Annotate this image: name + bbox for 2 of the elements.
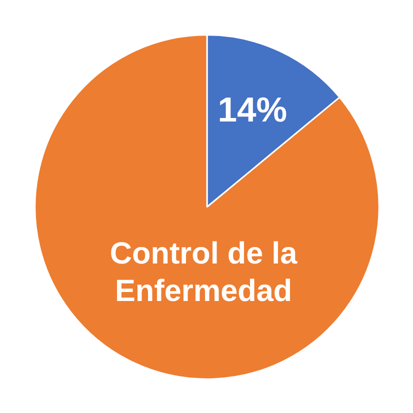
slice-label: Control de la Enfermedad [110,236,298,308]
data-label: 14% [218,91,288,130]
